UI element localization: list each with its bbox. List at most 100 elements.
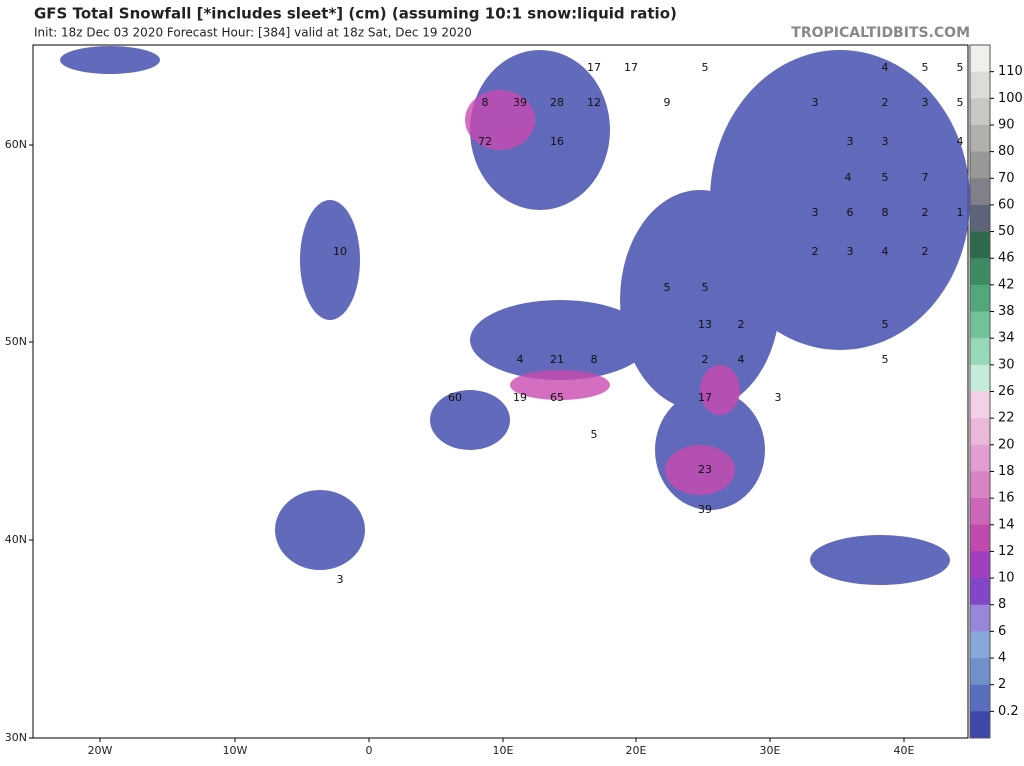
colorbar-label: 6	[998, 624, 1006, 639]
map-value-label: 5	[702, 281, 709, 294]
map-value-label: 17	[624, 61, 638, 74]
colorbar-swatch	[970, 471, 990, 499]
map-value-label: 39	[698, 503, 712, 516]
map-value-label: 2	[882, 96, 889, 109]
map-value-label: 3	[812, 96, 819, 109]
colorbar-label: 50	[998, 224, 1015, 239]
map-value-label: 19	[513, 391, 527, 404]
site-name: TROPICALTIDBITS.COM	[791, 25, 970, 41]
map-value-label: 17	[698, 391, 712, 404]
map-value-label: 21	[550, 353, 564, 366]
colorbar-swatch	[970, 578, 990, 606]
map-value-label: 5	[882, 318, 889, 331]
map-value-label: 5	[922, 61, 929, 74]
map-value-label: 2	[702, 353, 709, 366]
map-value-label: 16	[550, 135, 564, 148]
lat-label: 30N	[5, 731, 27, 744]
map-value-label: 3	[882, 135, 889, 148]
colorbar-label: 30	[998, 357, 1015, 372]
colorbar-label: 2	[998, 677, 1006, 692]
map-value-label: 23	[698, 463, 712, 476]
colorbar-swatch	[970, 284, 990, 313]
colorbar-label: 42	[998, 277, 1015, 292]
colorbar-swatch	[970, 98, 990, 126]
colorbar-label: 14	[998, 517, 1015, 532]
lon-label: 10E	[493, 744, 514, 757]
colorbar-swatch	[970, 604, 990, 632]
lon-label: 20W	[88, 744, 113, 757]
colorbar-label: 80	[998, 144, 1015, 159]
subtitle: Init: 18z Dec 03 2020 Forecast Hour: [38…	[34, 26, 472, 40]
map-value-label: 3	[847, 135, 854, 148]
colorbar-swatch	[970, 231, 990, 259]
colorbar-label: 16	[998, 491, 1015, 506]
colorbar-swatch	[970, 71, 990, 99]
map-value-label: 13	[698, 318, 712, 331]
map-value-label: 60	[448, 391, 462, 404]
map-value-label: 12	[587, 96, 601, 109]
map-value-label: 7	[922, 171, 929, 184]
map-value-label: 5	[882, 353, 889, 366]
map-value-label: 1	[957, 206, 964, 219]
colorbar-label: 10	[998, 571, 1015, 586]
map-value-label: 5	[702, 61, 709, 74]
colorbar-swatch	[970, 711, 990, 739]
colorbar-label: 0.2	[998, 704, 1019, 719]
map-value-label: 28	[550, 96, 564, 109]
map-value-label: 5	[664, 281, 671, 294]
colorbar: 1101009080706050464238343026222018161412…	[969, 44, 1023, 739]
map-value-label: 10	[333, 245, 347, 258]
map-value-label: 72	[478, 135, 492, 148]
map-value-label: 5	[957, 96, 964, 109]
lat-label: 60N	[5, 138, 27, 151]
map-value-label: 2	[812, 245, 819, 258]
colorbar-label: 22	[998, 411, 1015, 426]
map-value-label: 4	[882, 245, 889, 258]
colorbar-swatch	[970, 124, 990, 153]
colorbar-label: 20	[998, 437, 1015, 452]
colorbar-swatch	[970, 524, 990, 552]
colorbar-swatch	[970, 178, 990, 206]
map-value-label: 3	[812, 206, 819, 219]
map-value-label: 8	[482, 96, 489, 109]
colorbar-swatch	[970, 204, 990, 233]
colorbar-swatch	[970, 444, 990, 472]
lat-label: 40N	[5, 533, 27, 546]
colorbar-label: 18	[998, 464, 1015, 479]
map-value-label: 2	[922, 206, 929, 219]
colorbar-swatch	[970, 631, 990, 659]
colorbar-label: 70	[998, 171, 1015, 186]
colorbar-swatch	[970, 364, 990, 392]
colorbar-label: 12	[998, 544, 1015, 559]
map-value-label: 3	[922, 96, 929, 109]
lon-label: 30E	[760, 744, 781, 757]
colorbar-swatch	[970, 311, 990, 339]
lon-label: 10W	[223, 744, 248, 757]
colorbar-swatch	[970, 498, 990, 526]
colorbar-swatch	[970, 418, 990, 446]
colorbar-label: 4	[998, 651, 1006, 666]
colorbar-label: 38	[998, 304, 1015, 319]
map-value-label: 5	[957, 61, 964, 74]
colorbar-label: 110	[998, 64, 1023, 79]
map-value-label: 4	[957, 135, 964, 148]
lon-label: 40E	[894, 744, 915, 757]
title: GFS Total Snowfall [*includes sleet*] (c…	[34, 5, 677, 23]
map-value-label: 2	[738, 318, 745, 331]
heavy-snow-areas	[465, 90, 740, 495]
colorbar-label: 46	[998, 251, 1015, 266]
map-value-label: 3	[775, 391, 782, 404]
colorbar-swatch	[970, 658, 990, 686]
map-value-label: 5	[591, 428, 598, 441]
map-value-label: 3	[847, 245, 854, 258]
map-value-label: 4	[882, 61, 889, 74]
lat-label: 50N	[5, 335, 27, 348]
map-value-label: 4	[845, 171, 852, 184]
map-value-label: 8	[882, 206, 889, 219]
map-value-label: 5	[882, 171, 889, 184]
colorbar-swatch	[970, 151, 990, 179]
colorbar-swatch	[970, 551, 990, 579]
colorbar-swatch	[970, 684, 990, 712]
